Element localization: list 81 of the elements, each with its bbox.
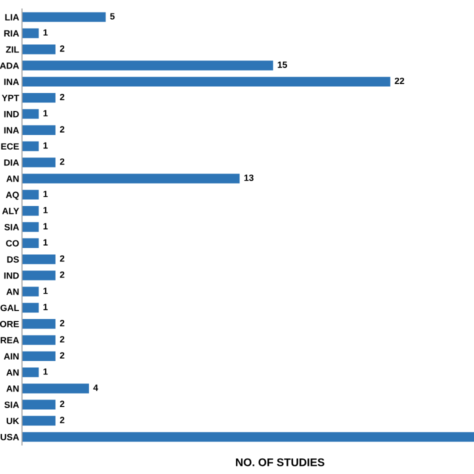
data-label: 1: [43, 239, 48, 246]
data-label: 1: [43, 29, 48, 36]
data-label: 2: [60, 94, 64, 100]
bar: [22, 432, 474, 442]
bar: [22, 12, 106, 22]
y-tick-label: YPT: [2, 94, 20, 102]
data-label: 1: [43, 288, 48, 294]
data-label: 2: [60, 271, 64, 278]
data-label: 1: [43, 190, 48, 198]
data-label: 2: [60, 45, 64, 52]
data-label: 2: [60, 255, 64, 262]
y-tick-label: AN: [6, 176, 19, 182]
y-tick-label: USA: [0, 434, 19, 440]
bar: [22, 286, 39, 296]
data-label: 1: [43, 142, 48, 149]
bar: [22, 351, 56, 362]
bar: [22, 400, 56, 410]
data-label: 2: [60, 158, 64, 165]
y-tick-label: ORE: [0, 320, 19, 328]
y-tick-label: INA: [4, 78, 19, 85]
y-tick-label: INA: [4, 127, 19, 134]
y-tick-label: REA: [0, 337, 19, 344]
y-tick-label: AN: [6, 288, 19, 295]
data-label: 1: [43, 223, 48, 230]
y-tick-label: LIA: [5, 14, 19, 20]
data-label: 13: [244, 174, 254, 181]
data-label: 2: [60, 320, 64, 326]
bar: [22, 254, 56, 264]
y-tick-label: IND: [4, 111, 19, 118]
bar: [22, 60, 274, 70]
y-tick-label: SIA: [4, 402, 19, 408]
bar: [22, 270, 56, 280]
bar: [22, 158, 56, 168]
data-label: 2: [60, 352, 64, 359]
y-tick-label: AN: [6, 369, 19, 376]
bar: [22, 174, 240, 184]
data-label: 22: [394, 78, 404, 84]
data-label: 2: [60, 336, 64, 342]
bar: [22, 109, 39, 119]
data-label: 15: [278, 62, 288, 68]
bar: [22, 384, 89, 394]
data-label: 1: [43, 206, 48, 214]
data-label: 1: [43, 368, 48, 375]
y-tick-label: ADA: [0, 62, 19, 69]
data-label: 2: [60, 416, 64, 424]
bar: [22, 141, 39, 152]
data-label: 4: [93, 384, 98, 391]
y-tick-label: DS: [7, 256, 19, 263]
x-axis-title: NO. OF STUDIES: [236, 458, 324, 466]
y-tick-label: ALY: [2, 208, 20, 214]
y-tick-label: CO: [6, 240, 19, 247]
data-label: 2: [60, 400, 64, 407]
y-tick-label: RIA: [4, 30, 19, 36]
y-tick-label: ECE: [1, 143, 19, 150]
bar: [22, 92, 56, 103]
data-label: 1: [43, 304, 48, 310]
y-tick-label: IND: [4, 272, 19, 279]
bar: [22, 416, 56, 426]
y-tick-label: DIA: [4, 159, 19, 166]
bar: [22, 319, 56, 329]
bar: [22, 190, 39, 200]
bar: [22, 76, 390, 87]
y-tick-label: UK: [6, 418, 20, 424]
bar: [22, 238, 39, 248]
y-tick-label: GAL: [0, 304, 19, 312]
y-tick-label: AIN: [4, 353, 19, 360]
data-label: 5: [110, 13, 115, 20]
y-tick-label: AN: [6, 386, 19, 392]
y-tick-label: SIA: [4, 224, 19, 230]
bar: [22, 302, 39, 313]
bar: [22, 28, 39, 38]
data-label: 1: [43, 110, 48, 116]
bar: [22, 335, 56, 345]
data-label: 2: [60, 126, 64, 132]
bar: [22, 44, 56, 54]
bar: [22, 206, 39, 216]
bar: [22, 367, 39, 378]
y-tick-label: ZIL: [6, 46, 19, 53]
y-tick-label: AQ: [6, 192, 19, 200]
bar: [22, 222, 39, 232]
bar: [22, 125, 56, 135]
